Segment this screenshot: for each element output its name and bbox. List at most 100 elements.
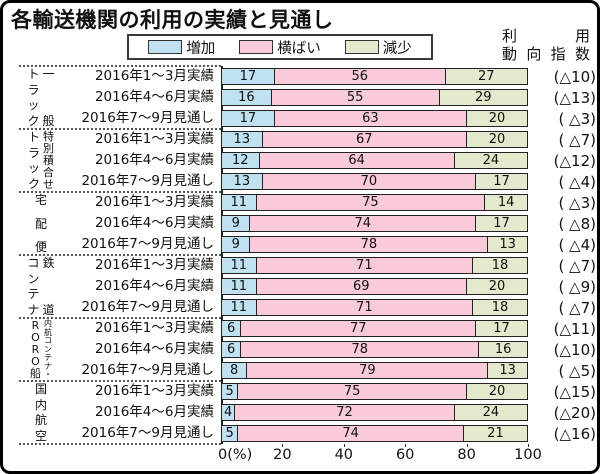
bar-value: 55 xyxy=(346,90,364,105)
bar-value: 13 xyxy=(499,237,516,252)
bar-segment-increase: 6 xyxy=(222,342,241,357)
increase-color-swatch xyxy=(148,40,183,54)
trend-index-value: ( △7) xyxy=(558,256,596,275)
row-label: 2016年7～9月見通し xyxy=(81,110,214,126)
bar-segment-increase: 11 xyxy=(222,195,256,210)
row-label: 2016年1～3月実績 xyxy=(94,320,214,336)
row-label: 2016年1～3月実績 xyxy=(94,131,214,147)
group-label-column: 宅配便 xyxy=(34,193,47,254)
bar-value: 16 xyxy=(494,342,512,357)
bar-value: 24 xyxy=(482,153,500,168)
bar-value: 67 xyxy=(356,132,373,147)
group-bars: 11 71 18 ( △7) 11 69 20 ( △9) 11 71 18 ( △7) xyxy=(221,255,597,318)
bar-row: 11 75 14 ( △3) xyxy=(221,192,597,213)
bar-segment-decrease: 17 xyxy=(475,321,527,336)
bar-value: 20 xyxy=(488,384,506,399)
bar-segment-decrease: 13 xyxy=(487,237,527,252)
bar-segment-decrease: 18 xyxy=(472,258,527,273)
bar-segment-increase: 11 xyxy=(222,258,256,273)
bar-row: 11 71 18 ( △7) xyxy=(221,297,597,318)
bar-value: 21 xyxy=(487,426,504,441)
x-tick-label: 100 xyxy=(514,447,542,463)
legend-item-decrease: 減少 xyxy=(344,37,412,58)
legend-label: 増加 xyxy=(186,40,216,57)
chart-group: 鉄道コンテナ 2016年1～3月実績 2016年4～6月実績 2016年7～9月見通… xyxy=(13,254,597,318)
bar-segment-decrease: 13 xyxy=(487,363,527,378)
row-label: 2016年7～9月見通し xyxy=(81,362,214,378)
stacked-bar: 11 69 20 xyxy=(221,278,528,295)
bar-value: 69 xyxy=(352,279,370,294)
group-row-labels: 2016年1～3月実績 2016年4～6月実績 2016年7～9月見通し xyxy=(69,66,221,129)
bar-segment-flat: 72 xyxy=(234,405,454,420)
stacked-bar: 13 67 20 xyxy=(221,131,528,148)
row-label: 2016年7～9月見通し xyxy=(81,173,214,189)
bar-segment-flat: 79 xyxy=(246,363,488,378)
bar-segment-flat: 69 xyxy=(255,279,466,294)
bar-segment-flat: 78 xyxy=(240,342,479,357)
bar-row: 17 63 20 ( △3) xyxy=(221,108,597,129)
bar-segment-flat: 55 xyxy=(270,90,439,105)
bar-segment-increase: 13 xyxy=(222,174,262,189)
trend-index-value: (△10) xyxy=(553,67,596,86)
x-axis: 0(%) 20 40 60 80 100 xyxy=(218,444,542,468)
bar-segment-decrease: 16 xyxy=(478,342,527,357)
trend-index-value: ( △9) xyxy=(558,277,596,296)
bar-segment-flat: 71 xyxy=(255,258,473,273)
row-label: 2016年4～6月実績 xyxy=(94,404,214,420)
bar-row: 8 79 13 ( △5) xyxy=(221,360,597,381)
stacked-bar: 8 79 13 xyxy=(221,362,528,379)
bar-row: 6 78 16 (△10) xyxy=(221,339,597,360)
bar-segment-decrease: 20 xyxy=(466,384,527,399)
bar-value: 20 xyxy=(488,132,506,147)
bar-row: 9 78 13 ( △4) xyxy=(221,234,597,255)
stacked-bar: 13 70 17 xyxy=(221,173,528,190)
x-tick-label: 0(%) xyxy=(218,447,253,463)
group-row-labels: 2016年1～3月実績 2016年4～6月実績 2016年7～9月見通し xyxy=(69,381,221,444)
trend-index-header-line2: 動向指数 xyxy=(502,44,590,63)
bar-segment-increase: 12 xyxy=(222,153,259,168)
stacked-bar: 11 71 18 xyxy=(221,257,528,274)
bar-value: 12 xyxy=(232,153,249,168)
bar-value: 24 xyxy=(482,405,500,420)
row-label: 2016年4～6月実績 xyxy=(94,215,214,231)
x-tick-mark xyxy=(405,444,407,447)
x-tick-mark xyxy=(466,444,468,447)
bar-row: 5 75 20 (△15) xyxy=(221,381,597,402)
x-tick-mark xyxy=(528,444,529,447)
row-label: 2016年4～6月実績 xyxy=(94,341,214,357)
bar-segment-flat: 71 xyxy=(255,300,473,315)
chart-group: 内航コンテナ・ R O R O 船 2016年1～3月実績 2016年4～6月実績 2016年… xyxy=(13,317,597,381)
bar-value: 11 xyxy=(230,258,248,273)
bar-segment-flat: 74 xyxy=(249,216,476,231)
page-title: 各輸送機関の利用の実績と見通し xyxy=(11,8,334,32)
legend-label: 横ばい xyxy=(277,40,321,57)
bar-row: 13 70 17 ( △4) xyxy=(221,171,597,192)
row-label: 2016年4～6月実績 xyxy=(94,278,214,294)
bar-row: 9 74 17 ( △8) xyxy=(221,213,597,234)
bar-segment-increase: 4 xyxy=(222,405,235,420)
bar-value: 78 xyxy=(360,237,378,252)
trend-index-value: (△20) xyxy=(553,403,596,422)
group-row-labels: 2016年1～3月実績 2016年4～6月実績 2016年7～9月見通し xyxy=(69,192,221,255)
stacked-bar: 6 78 16 xyxy=(221,341,528,358)
bar-segment-increase: 17 xyxy=(222,69,274,84)
group-label-column: 鉄道 xyxy=(42,256,55,317)
y-axis-line xyxy=(221,66,223,444)
stacked-bar: 17 56 27 xyxy=(221,68,528,85)
group-bars: 13 67 20 ( △7) 12 64 24 (△12) 13 70 17 ( △4) xyxy=(221,129,597,192)
stacked-bar-chart: 一般トラック 2016年1～3月実績 2016年4～6月実績 2016年7～9月見通… xyxy=(13,65,597,468)
bar-value: 74 xyxy=(342,426,359,441)
bar-segment-flat: 75 xyxy=(237,384,466,399)
row-label: 2016年1～3月実績 xyxy=(94,194,214,210)
bar-segment-increase: 5 xyxy=(222,426,238,441)
bar-segment-decrease: 29 xyxy=(438,90,527,105)
x-tick-mark xyxy=(282,444,284,447)
bar-value: 20 xyxy=(488,279,506,294)
bar-row: 5 74 21 (△16) xyxy=(221,423,597,444)
bar-value: 13 xyxy=(499,363,516,378)
chart-group: 一般トラック 2016年1～3月実績 2016年4～6月実績 2016年7～9月見通… xyxy=(13,65,597,129)
group-bars: 5 75 20 (△15) 4 72 24 (△20) 5 74 21 (△16) xyxy=(221,381,597,444)
legend-box: 増加 横ばい 減少 xyxy=(127,34,433,60)
bar-value: 71 xyxy=(356,300,373,315)
